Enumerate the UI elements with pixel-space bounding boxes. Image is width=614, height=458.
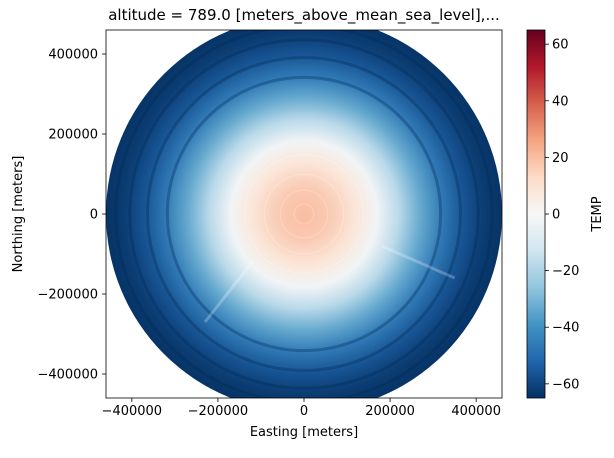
colorbar-tick-label: −20 xyxy=(552,264,579,279)
x-tick-label: −200000 xyxy=(188,404,249,419)
y-tick-label: 400000 xyxy=(48,48,98,63)
ring-artifact xyxy=(263,173,345,255)
ring-artifact xyxy=(165,75,443,353)
colorbar-label: TEMP xyxy=(590,196,605,232)
x-axis: −400000 −200000 0 200000 400000 xyxy=(102,398,501,419)
colorbar-tick-label: −60 xyxy=(552,377,579,392)
ring-artifact xyxy=(244,154,364,274)
ring-artifact xyxy=(128,38,480,390)
y-axis-label: Northing [meters] xyxy=(11,156,26,273)
ring-artifact xyxy=(114,30,494,398)
x-tick-label: −400000 xyxy=(102,404,163,419)
y-tick-label: 0 xyxy=(90,208,98,223)
plot-area xyxy=(105,29,503,399)
colorbar: 60 40 20 0 −20 −40 −60 TEMP xyxy=(526,29,605,399)
colorbar-ticks: 60 40 20 0 −20 −40 −60 xyxy=(545,38,579,392)
colorbar-tick-label: 0 xyxy=(552,208,560,223)
ring-artifacts xyxy=(114,30,494,398)
ring-artifact xyxy=(293,203,315,225)
y-axis: −400000 −200000 0 200000 400000 xyxy=(37,48,106,383)
x-tick-label: 200000 xyxy=(365,404,415,419)
colorbar-tick-label: 60 xyxy=(552,38,569,53)
x-axis-label: Easting [meters] xyxy=(250,425,358,440)
radial-artifact xyxy=(380,244,456,280)
y-tick-label: 200000 xyxy=(48,128,98,143)
ring-artifact xyxy=(279,189,329,239)
chart-title: altitude = 789.0 [meters_above_mean_sea_… xyxy=(108,6,500,25)
x-tick-label: 400000 xyxy=(451,404,501,419)
radial-artifact xyxy=(203,261,254,323)
colorbar-gradient xyxy=(526,29,546,399)
ring-artifact xyxy=(146,56,462,372)
colorbar-tick-label: −40 xyxy=(552,321,579,336)
y-tick-label: −400000 xyxy=(37,368,98,383)
x-tick-label: 0 xyxy=(300,404,308,419)
y-tick-label: −200000 xyxy=(37,288,98,303)
colorbar-tick-label: 40 xyxy=(552,94,569,109)
temperature-field xyxy=(106,30,502,398)
colorbar-tick-label: 20 xyxy=(552,151,569,166)
